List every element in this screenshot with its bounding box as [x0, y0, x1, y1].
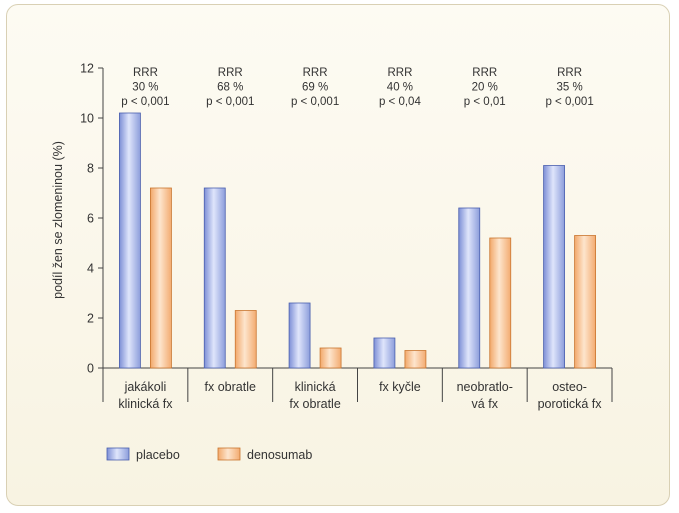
rrr-annotation: p < 0,001 [291, 96, 339, 108]
category-label: klinická fx [118, 397, 173, 411]
category-label: porotická fx [538, 397, 603, 411]
y-tick-label: 10 [80, 112, 94, 126]
rrr-annotation: p < 0,001 [206, 96, 254, 108]
rrr-annotation: 35 % [556, 82, 582, 94]
y-tick-label: 6 [87, 212, 94, 226]
legend-label-denosumab: denosumab [247, 448, 312, 462]
labels: jakákoli klinická fx RRR 30 % p < 0,001 fx ob… [118, 67, 602, 411]
bar-denosumab [404, 350, 427, 369]
rrr-annotation: p < 0,001 [545, 96, 593, 108]
rrr-annotation: RRR [133, 67, 158, 79]
category-label: klinická [295, 380, 336, 394]
rrr-annotation: RRR [303, 67, 328, 79]
bar-placebo [543, 165, 565, 369]
rrr-annotation: RRR [387, 67, 412, 79]
legend-swatch-denosumab [217, 447, 241, 461]
category-label: fx obratle [205, 380, 256, 394]
y-tick-label: 4 [87, 262, 94, 276]
bar-placebo [373, 337, 396, 369]
bar-placebo [458, 207, 481, 369]
bar-denosumab [489, 237, 512, 369]
category-label: fx obratle [289, 397, 340, 411]
rrr-annotation: RRR [557, 67, 582, 79]
category-label: osteo- [552, 380, 587, 394]
axes: 0 2 4 6 8 10 12 podíl žen se zlomeninou (%) [51, 62, 613, 402]
y-tick-label: 8 [87, 162, 94, 176]
y-tick-label: 0 [87, 362, 94, 376]
rrr-annotation: 68 % [217, 82, 243, 94]
y-tick-label: 2 [87, 312, 94, 326]
bar-denosumab [574, 235, 596, 369]
rrr-annotation: 40 % [387, 82, 413, 94]
rrr-annotation: p < 0,001 [121, 96, 169, 108]
bar-placebo [119, 112, 141, 369]
rrr-annotation: 30 % [132, 82, 158, 94]
rrr-annotation: 20 % [472, 82, 498, 94]
rrr-annotation: p < 0,01 [464, 96, 506, 108]
rrr-annotation: RRR [218, 67, 243, 79]
rrr-annotation: p < 0,04 [379, 96, 421, 108]
bar-denosumab [319, 347, 342, 369]
category-label: jakákoli [124, 380, 167, 394]
bar-placebo [288, 302, 311, 369]
rrr-annotation: RRR [472, 67, 497, 79]
bar-denosumab [234, 310, 257, 369]
category-label: neobratlo- [457, 380, 513, 394]
legend-label-placebo: placebo [136, 448, 180, 462]
y-axis-label: podíl žen se zlomeninou (%) [51, 141, 65, 299]
legend: placebo denosumab [106, 447, 312, 462]
category-label: fx kyčle [379, 380, 421, 394]
legend-swatch-placebo [106, 447, 130, 461]
bar-placebo [203, 187, 226, 369]
bar-denosumab [150, 187, 172, 369]
category-label: vá fx [472, 397, 499, 411]
rrr-annotation: 69 % [302, 82, 328, 94]
bars [119, 112, 596, 369]
y-tick-label: 12 [80, 62, 94, 76]
